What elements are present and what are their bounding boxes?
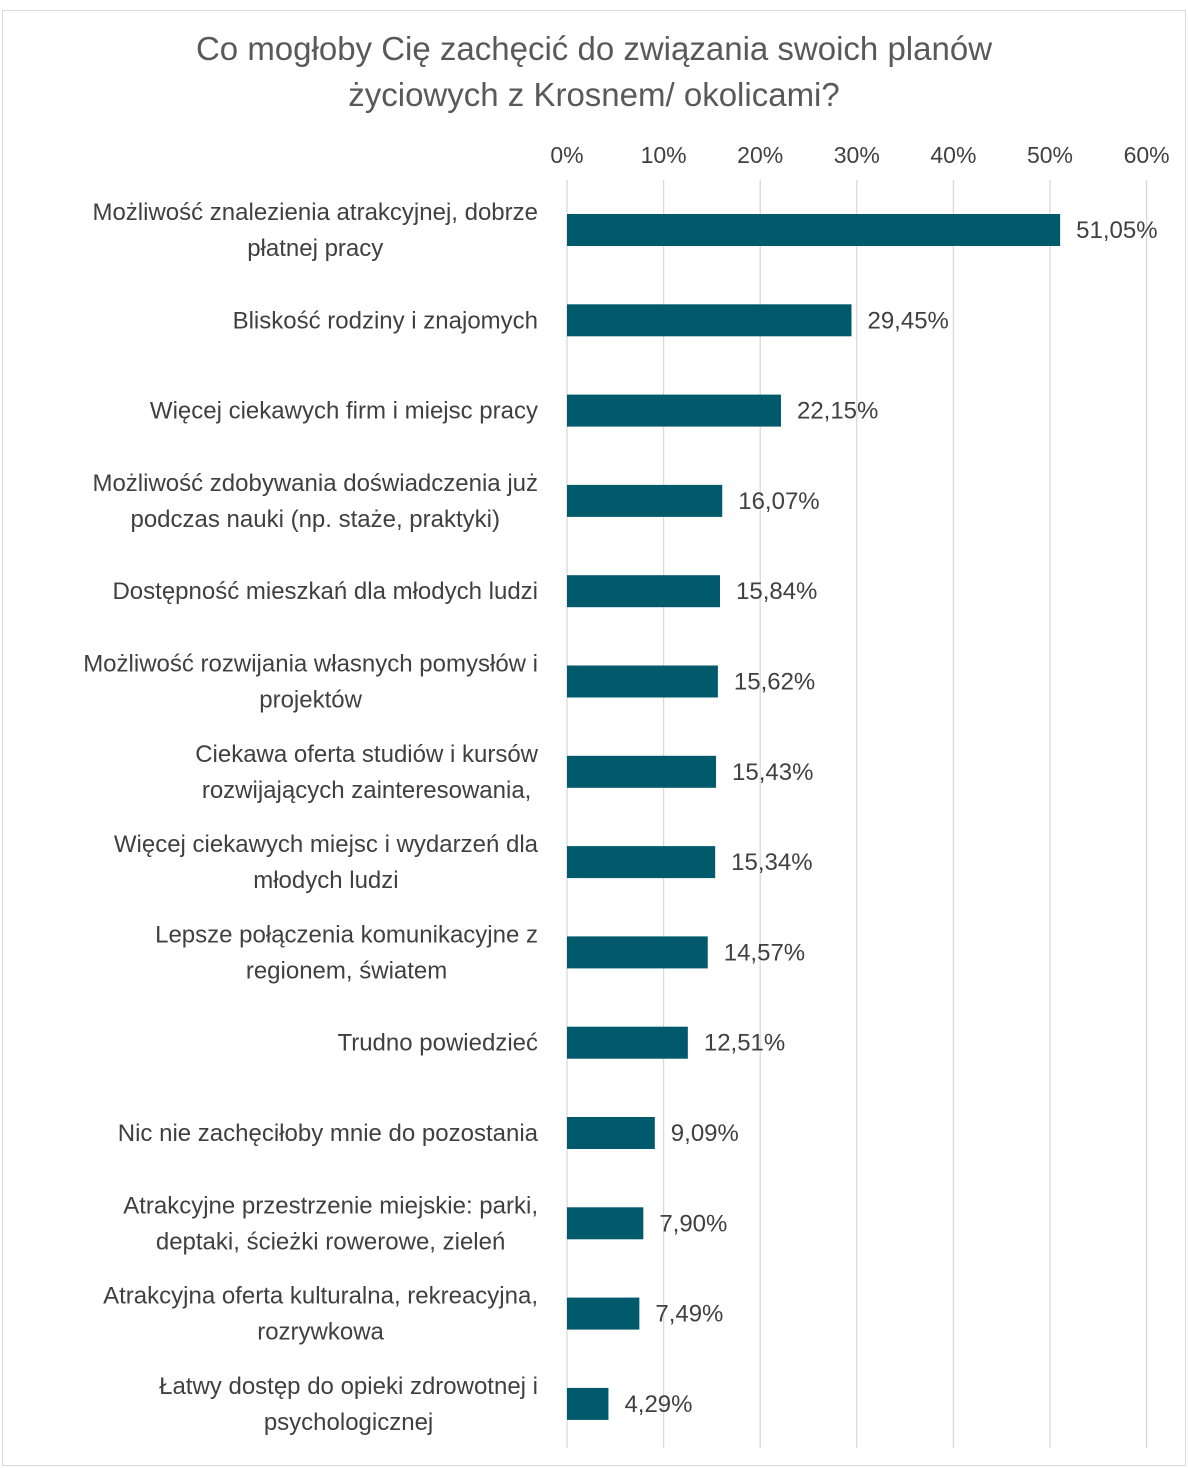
bar [567, 665, 718, 698]
category-label: Bliskość rodziny i znajomych [233, 307, 538, 334]
gridlines [566, 180, 1148, 1448]
category-label: Więcej ciekawych miejsc i wydarzeń dla mł… [114, 831, 539, 894]
data-label: 15,43% [732, 759, 813, 786]
data-label: 14,57% [724, 939, 805, 966]
chart-title: Co mogłoby Cię zachęcić do związania swo… [0, 26, 1188, 118]
value-labels: 51,05% 29,45% 22,15% 16,07% 15,84% 15,62% 15,4… [624, 217, 1157, 1418]
x-tick-label: 50% [1027, 142, 1073, 168]
category-label: Lepsze połączenia komunikacyjne z regione… [155, 921, 538, 984]
bar [567, 846, 716, 879]
bar [567, 575, 721, 608]
x-tick-label: 0% [550, 142, 583, 168]
data-label: 22,15% [797, 398, 878, 425]
category-labels: Możliwość znalezienia atrakcyjnej, dobrz… [83, 199, 538, 1436]
x-tick-label: 10% [641, 142, 687, 168]
bar [567, 936, 708, 969]
data-label: 7,90% [659, 1210, 727, 1237]
category-label: Dostępność mieszkań dla młodych ludzi [112, 578, 538, 605]
bar [567, 1207, 644, 1240]
category-label: Atrakcyjne przestrzenie miejskie: parki,… [123, 1192, 538, 1255]
category-label: Łatwy dostęp do opieki zdrowotnej i psych… [159, 1373, 538, 1436]
category-label: Możliwość rozwijania własnych pomysłów i… [83, 651, 538, 714]
data-label: 4,29% [624, 1391, 692, 1418]
data-label: 29,45% [867, 307, 948, 334]
x-axis-ticks: 0% 10% 20% 30% 40% 50% 60% [550, 142, 1169, 168]
data-label: 7,49% [655, 1301, 723, 1328]
data-label: 16,07% [738, 488, 819, 515]
x-tick-label: 60% [1124, 142, 1170, 168]
x-tick-label: 20% [737, 142, 783, 168]
data-label: 15,62% [734, 669, 815, 696]
bars [567, 214, 1061, 1420]
data-label: 9,09% [671, 1120, 739, 1147]
x-tick-label: 40% [930, 142, 976, 168]
chart-title-line-2: życiowych z Krosnem/ okolicami? [348, 76, 840, 113]
bar [567, 304, 852, 337]
category-label: Atrakcyjna oferta kulturalna, rekreacyjn… [103, 1283, 538, 1346]
x-tick-label: 30% [834, 142, 880, 168]
category-label: Ciekawa oferta studiów i kursów rozwijają… [195, 741, 538, 804]
chart-title-line-1: Co mogłoby Cię zachęcić do związania swo… [195, 30, 993, 67]
data-label: 12,51% [704, 1030, 785, 1057]
category-label: Więcej ciekawych firm i miejsc pracy [150, 398, 538, 425]
bar [567, 755, 717, 788]
bar [567, 394, 781, 427]
data-label: 15,34% [731, 849, 812, 876]
category-label: Nic nie zachęciłoby mnie do pozostania [118, 1120, 539, 1147]
bar [567, 1387, 609, 1420]
category-label: Możliwość zdobywania doświadczenia już po… [92, 470, 538, 533]
bar [567, 1026, 688, 1059]
bar [567, 214, 1061, 246]
bar [567, 1117, 655, 1149]
category-label: Możliwość znalezienia atrakcyjnej, dobrz… [92, 199, 538, 262]
category-label: Trudno powiedzieć [337, 1030, 538, 1057]
bar [567, 1297, 640, 1330]
data-label: 15,84% [736, 578, 817, 605]
bar [567, 484, 723, 517]
data-label: 51,05% [1076, 217, 1157, 244]
